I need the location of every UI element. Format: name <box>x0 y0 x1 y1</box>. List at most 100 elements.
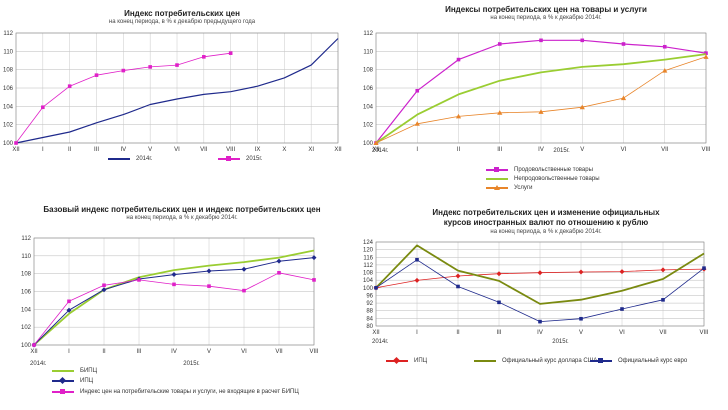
series-3-point <box>579 316 583 321</box>
series-1-point <box>415 88 420 93</box>
legend-swatch <box>52 367 74 375</box>
x-tick-label: I <box>42 147 44 153</box>
series-3-point <box>455 113 462 119</box>
y-tick-label: 92 <box>366 301 373 307</box>
legend-item: Официальный курс евро <box>590 357 687 365</box>
series-3-point <box>620 307 624 311</box>
x-tick-label: V <box>579 330 583 336</box>
x-tick-label: VIII <box>226 147 235 153</box>
y-tick-label: 104 <box>363 278 374 284</box>
legend-swatch <box>52 388 74 396</box>
legend-item: Непродовольственные товары <box>486 175 600 183</box>
legend-label: Непродовольственные товары <box>514 176 600 182</box>
series-3-point <box>497 300 501 305</box>
x-tick-label: V <box>207 349 211 355</box>
series-3-point <box>32 343 36 347</box>
category-group-label: 2015г. <box>183 361 200 367</box>
chart-3-subtitle: на конец периода, в % к декабрю 2014г. <box>126 215 238 221</box>
chart-4-title: Индекс потребительских цен и изменение о… <box>432 208 660 227</box>
series-1-point <box>578 269 584 275</box>
y-tick-label: 100 <box>3 141 14 147</box>
legend-item: Индекс цен на потребительские товары и у… <box>52 388 299 396</box>
legend-item: Продовольственные товары <box>486 166 593 174</box>
y-tick-label: 106 <box>3 86 14 92</box>
x-tick-label: X <box>282 147 286 153</box>
legend-swatch <box>486 166 508 174</box>
y-tick-label: 102 <box>3 123 14 129</box>
x-tick-label: III <box>94 147 99 153</box>
legend-label: 2015г. <box>246 156 263 162</box>
series-2-point <box>206 268 212 274</box>
x-tick-label: VI <box>174 147 180 153</box>
y-tick-label: 112 <box>21 236 31 242</box>
series-line-1 <box>15 38 339 144</box>
series-3-point <box>538 319 542 324</box>
x-tick-label: IV <box>537 330 543 336</box>
legend-swatch <box>386 356 408 365</box>
series-2-point <box>66 307 72 313</box>
series-line-1 <box>33 249 315 346</box>
legend-item: Официальный курс доллара США <box>474 357 597 365</box>
x-tick-label: V <box>580 147 584 153</box>
series-1-point <box>704 51 708 55</box>
plot-frame <box>33 237 315 346</box>
x-tick-label: XII <box>372 147 380 153</box>
x-tick-label: VII <box>200 147 208 153</box>
legend-swatch <box>486 184 508 192</box>
y-tick-label: 112 <box>363 31 373 37</box>
series-1-point <box>414 277 420 283</box>
chart-4-subtitle: на конец периода, в % к декабрю 2014г. <box>490 229 602 235</box>
y-tick-label: 116 <box>363 255 373 261</box>
chart-panel-2: Индексы потребительских цен на товары и … <box>363 0 728 205</box>
y-tick-label: 106 <box>21 290 32 296</box>
series-3-point <box>137 278 141 282</box>
x-tick-label: VII <box>659 330 667 336</box>
series-3-point <box>207 284 211 288</box>
series-3-point <box>374 286 378 290</box>
series-2-point <box>276 258 282 264</box>
x-tick-label: VIII <box>699 330 708 336</box>
legend-label: ИПЦ <box>414 358 428 364</box>
legend-label: ИПЦ <box>80 378 94 384</box>
y-tick-label: 108 <box>363 68 374 74</box>
series-3-point <box>312 278 316 282</box>
y-tick-label: 110 <box>21 254 31 260</box>
legend-swatch <box>218 155 240 163</box>
legend-label: Индекс цен на потребительские товары и у… <box>80 389 299 395</box>
series-1-point <box>660 267 666 273</box>
x-tick-label: XII <box>372 330 380 336</box>
series-2-point <box>311 255 317 261</box>
legend-swatch <box>590 357 612 365</box>
category-group-label: 2014г. <box>30 361 47 367</box>
series-1-point <box>496 271 502 277</box>
x-tick-label: XII <box>30 349 38 355</box>
series-2-point <box>94 73 99 77</box>
x-tick-label: I <box>416 147 418 153</box>
y-tick-label: 100 <box>21 343 32 349</box>
plot-frame <box>375 32 707 144</box>
legend-swatch <box>52 376 74 385</box>
series-3-point <box>277 270 281 275</box>
y-tick-label: 110 <box>3 49 13 55</box>
chart-2-title: Индексы потребительских цен на товары и … <box>445 5 647 14</box>
series-2-point <box>241 266 247 272</box>
chart-3-title: Базовый индекс потребительских цен и инд… <box>43 205 321 214</box>
x-tick-label: XII <box>12 147 20 153</box>
x-tick-label: I <box>416 330 418 336</box>
series-3-point <box>373 140 379 145</box>
series-3-point <box>102 283 106 288</box>
x-tick-label: IX <box>255 147 261 153</box>
x-tick-label: VI <box>241 349 247 355</box>
legend-item: 2015г. <box>218 155 262 163</box>
series-3-point <box>662 67 668 73</box>
legend-swatch <box>474 357 496 365</box>
series-3-point <box>579 104 585 110</box>
y-tick-label: 104 <box>3 104 14 110</box>
y-tick-label: 88 <box>366 309 373 315</box>
series-2-point <box>67 84 72 88</box>
category-group-label: 2015г. <box>553 148 570 154</box>
series-2-point <box>148 65 152 69</box>
